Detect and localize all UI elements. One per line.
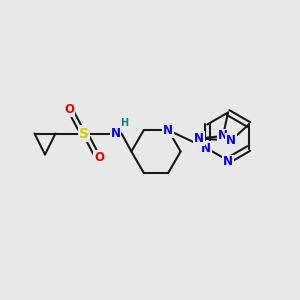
Text: S: S <box>79 127 89 140</box>
Text: N: N <box>226 134 236 147</box>
Text: N: N <box>201 142 211 155</box>
Text: H: H <box>120 118 129 128</box>
Text: N: N <box>218 130 228 142</box>
Text: N: N <box>223 155 233 169</box>
Text: N: N <box>194 132 204 145</box>
Text: O: O <box>94 151 104 164</box>
Text: N: N <box>110 127 121 140</box>
Text: N: N <box>163 124 173 137</box>
Text: O: O <box>64 103 74 116</box>
